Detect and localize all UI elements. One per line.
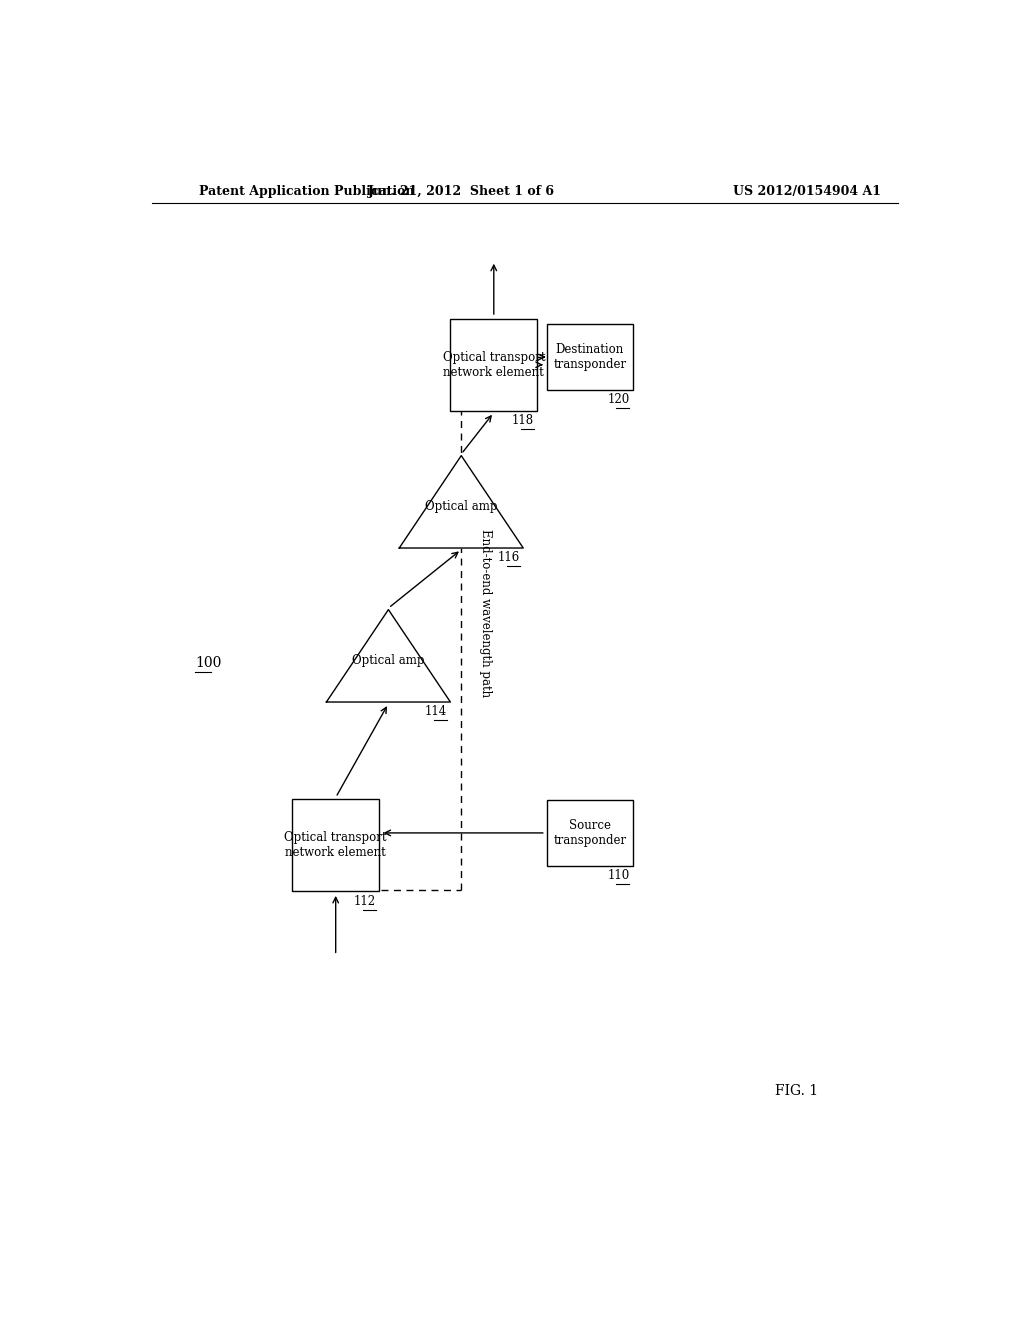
Text: 100: 100 bbox=[196, 656, 222, 671]
Text: 110: 110 bbox=[607, 869, 630, 882]
Text: 120: 120 bbox=[607, 393, 630, 405]
Text: 116: 116 bbox=[498, 552, 520, 564]
Text: Optical transport
network element: Optical transport network element bbox=[285, 832, 387, 859]
Text: FIG. 1: FIG. 1 bbox=[775, 1085, 818, 1098]
Bar bbox=[547, 325, 633, 389]
Polygon shape bbox=[399, 455, 523, 548]
Text: Jun. 21, 2012  Sheet 1 of 6: Jun. 21, 2012 Sheet 1 of 6 bbox=[368, 185, 555, 198]
Text: Destination
transponder: Destination transponder bbox=[553, 343, 627, 371]
Text: 118: 118 bbox=[512, 414, 535, 428]
Text: Source
transponder: Source transponder bbox=[553, 818, 627, 847]
Text: End-to-end wavelength path: End-to-end wavelength path bbox=[478, 528, 492, 697]
Polygon shape bbox=[327, 610, 451, 702]
Text: US 2012/0154904 A1: US 2012/0154904 A1 bbox=[732, 185, 881, 198]
Text: 114: 114 bbox=[425, 705, 447, 718]
Bar bbox=[451, 318, 538, 411]
Text: Optical amp: Optical amp bbox=[352, 653, 425, 667]
Bar bbox=[547, 800, 633, 866]
Bar bbox=[292, 799, 379, 891]
Text: Optical amp: Optical amp bbox=[425, 500, 498, 513]
Text: Patent Application Publication: Patent Application Publication bbox=[200, 185, 415, 198]
Text: Optical transport
network element: Optical transport network element bbox=[442, 351, 545, 379]
Text: 112: 112 bbox=[354, 895, 376, 908]
